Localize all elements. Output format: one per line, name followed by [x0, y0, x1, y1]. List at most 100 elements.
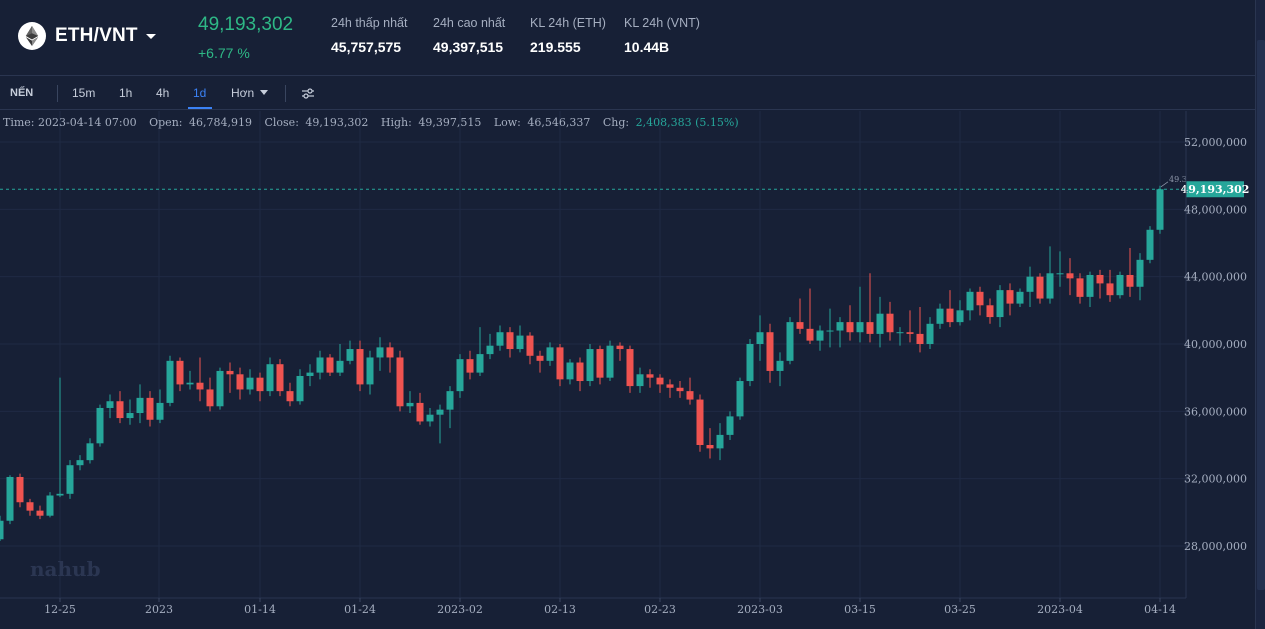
candle-body	[556, 347, 564, 380]
chevron-down-icon	[145, 33, 156, 39]
stat-value: 49,397,515	[433, 39, 504, 55]
stat-label: 24h cao nhất	[433, 16, 506, 30]
candle-body	[316, 357, 324, 373]
candle	[1106, 269, 1114, 302]
candle	[256, 372, 264, 402]
interval-1d[interactable]: 1d	[193, 86, 207, 100]
candle	[396, 350, 404, 412]
candle	[646, 369, 654, 388]
x-tick-label: 01-14	[244, 603, 276, 616]
candle	[546, 342, 554, 366]
candle	[836, 317, 844, 348]
candle	[1116, 271, 1124, 299]
candle-body	[606, 345, 614, 378]
candle	[386, 342, 394, 373]
interval-15m[interactable]: 15m	[72, 86, 96, 100]
candle	[236, 367, 244, 400]
market-header: ETH/VNT 49,193,302 +6.77 % 24h thấp nhất…	[0, 0, 1255, 76]
candle	[816, 325, 824, 351]
candle	[1096, 269, 1104, 299]
candle-body	[706, 445, 714, 449]
y-tick-label: 48,000,000	[1184, 203, 1247, 216]
candle	[496, 325, 504, 351]
candle	[926, 317, 934, 350]
candle	[216, 367, 224, 410]
last-price-tag	[1186, 181, 1244, 198]
candle	[1066, 258, 1074, 296]
candle	[746, 338, 754, 387]
candle-body	[366, 357, 374, 385]
candle	[866, 273, 874, 343]
candle	[606, 340, 614, 382]
candle-body	[246, 377, 254, 390]
candle-body	[136, 397, 144, 414]
candle-body	[646, 374, 654, 378]
scrollbar-thumb[interactable]	[1257, 40, 1265, 590]
candle	[986, 298, 994, 324]
ohlc-low-label: Low:	[494, 116, 521, 129]
candle	[146, 391, 154, 427]
candle	[776, 352, 784, 387]
candle-body	[636, 374, 644, 387]
pair-selector[interactable]: ETH/VNT	[18, 22, 156, 50]
page-scrollbar[interactable]	[1255, 0, 1265, 629]
candle	[456, 354, 464, 398]
candle-body	[1026, 276, 1034, 292]
candle-body	[786, 322, 794, 361]
candle	[526, 332, 534, 365]
candle	[1156, 185, 1164, 234]
candle	[116, 391, 124, 424]
candle-body	[726, 416, 734, 435]
watermark: nahub	[30, 557, 101, 581]
candle	[786, 317, 794, 365]
candle	[1086, 271, 1094, 307]
candle-body	[356, 349, 364, 385]
candle	[66, 460, 74, 499]
candle	[426, 407, 434, 427]
candle-body	[1136, 259, 1144, 287]
stat-label: KL 24h (VNT)	[624, 16, 700, 30]
candle	[626, 345, 634, 393]
candle-body	[176, 360, 184, 385]
candle-body	[186, 382, 194, 385]
chart-type-label[interactable]: NẾN	[10, 87, 34, 99]
candle	[1076, 273, 1084, 304]
candle	[206, 377, 214, 412]
interval-4h[interactable]: 4h	[156, 86, 170, 100]
ohlc-open: 46,784,919	[189, 116, 252, 129]
svg-text:Time: 2023-04-14 07:00: Time: 2023-04-14 07:00 Open: 46,784,919 …	[3, 116, 739, 129]
candle-body	[16, 476, 24, 503]
stat-24h-high: 24h cao nhất 49,397,515	[433, 16, 505, 55]
candle-body	[56, 493, 64, 496]
candle-body	[466, 359, 474, 373]
candle-body	[216, 370, 224, 407]
more-label: Hơn	[231, 86, 255, 100]
candle-body	[836, 322, 844, 331]
candle-body	[826, 330, 834, 332]
candle	[756, 315, 764, 361]
ohlc-close-label: Close:	[264, 116, 298, 129]
stat-24h-volume-eth: KL 24h (ETH) 219.555	[530, 16, 606, 55]
price-axis: 28,000,000 32,000,000 36,000,000 40,000,000…	[1184, 136, 1247, 553]
ohlc-legend: Time: 2023-04-14 07:00 Open: 46,784,919 …	[3, 116, 739, 129]
candle-body	[756, 332, 764, 344]
candle	[156, 389, 164, 424]
more-intervals-button[interactable]: Hơn	[231, 86, 269, 100]
candle-body	[486, 345, 494, 355]
interval-1h[interactable]: 1h	[119, 86, 133, 100]
candle	[996, 285, 1004, 328]
candle-body	[1066, 273, 1074, 279]
candle-body	[296, 375, 304, 402]
candle-body	[766, 332, 774, 371]
candle	[506, 327, 514, 358]
chart-settings-icon[interactable]	[301, 87, 315, 103]
chart-toolbar: NẾN 15m 1h 4h 1d Hơn	[0, 77, 1255, 110]
ohlc-close: 49,193,302	[305, 116, 368, 129]
high-marker-line	[1160, 181, 1169, 188]
candle-body	[886, 313, 894, 333]
candle	[56, 377, 64, 498]
